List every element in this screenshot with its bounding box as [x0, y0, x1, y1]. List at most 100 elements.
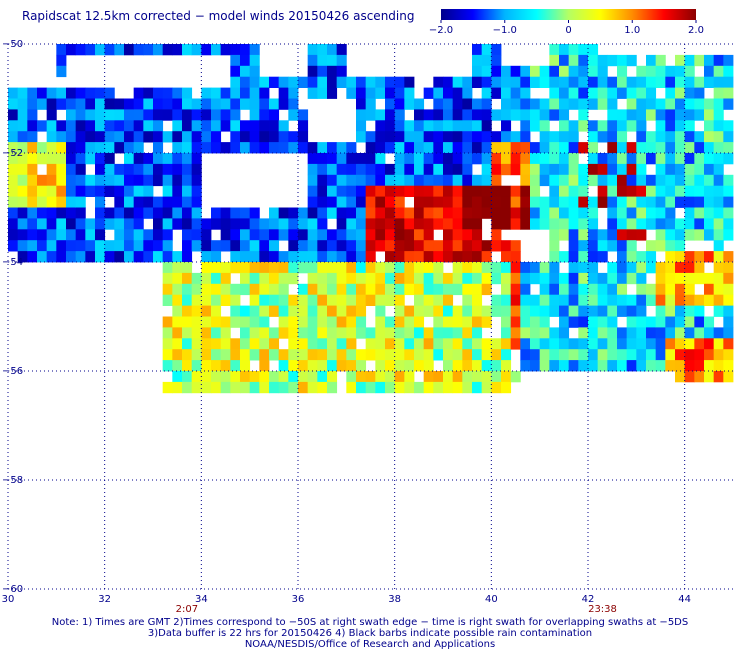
heatmap-cell [694, 98, 705, 110]
heatmap-cell [597, 240, 608, 252]
heatmap-cell [452, 174, 463, 187]
heatmap-cell [481, 262, 492, 274]
heatmap-cell [66, 196, 77, 208]
heatmap-cell [443, 327, 454, 339]
heatmap-cell [249, 272, 260, 285]
heatmap-cell [307, 272, 318, 285]
heatmap-cell [95, 98, 106, 110]
heatmap-cell [472, 371, 483, 383]
heatmap-cell [95, 174, 106, 187]
heatmap-cell [17, 207, 28, 219]
heatmap-cell [182, 174, 193, 187]
heatmap-cell [201, 338, 212, 350]
heatmap-cell [278, 229, 289, 241]
heatmap-cell [626, 349, 637, 361]
heatmap-cell [433, 316, 444, 328]
heatmap-cell [472, 76, 483, 88]
heatmap-cell [510, 76, 521, 88]
heatmap-cell [462, 185, 473, 197]
heatmap-cell [249, 142, 260, 154]
heatmap-cell [85, 120, 96, 132]
heatmap-cell [404, 283, 415, 296]
heatmap-cell [104, 207, 115, 219]
heatmap-cell [153, 109, 164, 121]
heatmap-cell [201, 262, 212, 274]
heatmap-cell [75, 185, 86, 197]
heatmap-cell [162, 294, 173, 306]
heatmap-cell [501, 371, 512, 383]
heatmap-cell [501, 240, 512, 252]
heatmap-cell [713, 283, 724, 296]
heatmap-cell [636, 349, 647, 361]
heatmap-cell [230, 229, 241, 241]
heatmap-cell [191, 218, 202, 230]
heatmap-cell [530, 98, 541, 110]
heatmap-cell [539, 294, 550, 306]
heatmap-cell [520, 98, 531, 110]
heatmap-cell [27, 174, 38, 187]
heatmap-cell [172, 196, 183, 208]
heatmap-cell [472, 349, 483, 361]
heatmap-cell [336, 174, 347, 187]
heatmap-cell [568, 98, 579, 110]
heatmap-cell [307, 153, 318, 165]
heatmap-cell [404, 349, 415, 361]
heatmap-cell [182, 360, 193, 372]
heatmap-cell [307, 142, 318, 154]
heatmap-cell [723, 371, 734, 383]
heatmap-cell [172, 316, 183, 328]
heatmap-cell [259, 294, 270, 306]
x-tick-label: 42 [582, 594, 595, 605]
heatmap-cell [597, 283, 608, 296]
heatmap-cell [365, 283, 376, 296]
heatmap-cell [694, 251, 705, 263]
heatmap-cell [220, 44, 231, 56]
heatmap-cell [162, 163, 173, 176]
heatmap-cell [675, 153, 686, 165]
heatmap-cell [549, 109, 560, 121]
heatmap-cell [56, 142, 67, 154]
heatmap-cell [404, 327, 415, 339]
heatmap-cell [394, 338, 405, 350]
heatmap-cell [491, 109, 502, 121]
heatmap-cell [143, 196, 154, 208]
heatmap-cell [307, 207, 318, 219]
heatmap-cell [704, 174, 715, 187]
heatmap-cell [365, 76, 376, 88]
heatmap-cell [240, 65, 251, 78]
heatmap-cell [298, 305, 309, 317]
heatmap-cell [655, 120, 666, 132]
heatmap-cell [211, 338, 222, 350]
heatmap-cell [278, 218, 289, 230]
heatmap-cell [124, 120, 135, 132]
heatmap-cell [56, 87, 67, 99]
heatmap-cell [8, 196, 19, 208]
heatmap-cell [530, 65, 541, 78]
heatmap-cell [317, 349, 328, 361]
x-tick-label: 34 [195, 594, 208, 605]
heatmap-cell [636, 87, 647, 99]
heatmap-cell [37, 87, 48, 99]
heatmap-cell [172, 338, 183, 350]
heatmap-cell [559, 109, 570, 121]
heatmap-cell [549, 327, 560, 339]
heatmap-cell [269, 142, 280, 154]
heatmap-cell [75, 87, 86, 99]
heatmap-cell [356, 371, 367, 383]
heatmap-cell [95, 131, 106, 143]
heatmap-cell [356, 207, 367, 219]
heatmap-cell [259, 305, 270, 317]
heatmap-cell [356, 283, 367, 296]
y-tick-label: −54 [2, 257, 23, 268]
heatmap-cell [356, 131, 367, 143]
heatmap-cell [365, 185, 376, 197]
heatmap-cell [240, 283, 251, 296]
heatmap-cell [162, 44, 173, 56]
heatmap-cell [617, 229, 628, 241]
heatmap-cell [172, 87, 183, 99]
heatmap-cell [433, 294, 444, 306]
heatmap-cell [462, 196, 473, 208]
heatmap-cell [549, 272, 560, 285]
heatmap-cell [636, 229, 647, 241]
heatmap-cell [356, 294, 367, 306]
